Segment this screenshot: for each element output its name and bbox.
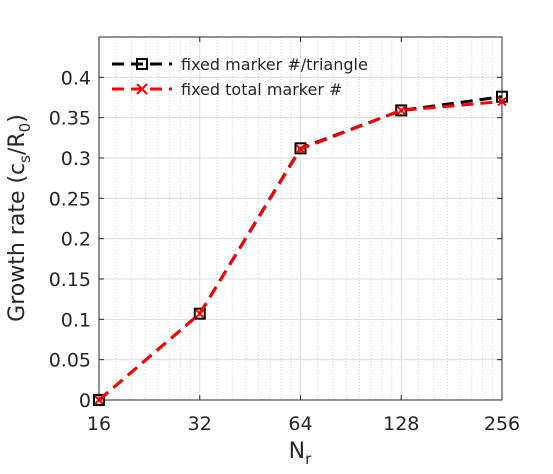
x-tick-label: 16	[87, 413, 111, 435]
y-tick-label: 0.25	[49, 188, 91, 210]
data-point-x	[497, 96, 507, 107]
y-tick-label: 0.3	[61, 148, 91, 170]
legend: fixed marker #/triangle fixed total mark…	[112, 55, 368, 99]
x-tick-label: 256	[484, 413, 520, 435]
y-tick-label: 0.1	[61, 309, 91, 331]
series-layer	[93, 90, 508, 406]
x-tick-label: 128	[383, 413, 419, 435]
legend-label-marker-per-triangle: fixed marker #/triangle	[181, 55, 368, 74]
data-point-square	[93, 394, 105, 406]
data-point-x	[396, 105, 406, 116]
legend-label-total-marker: fixed total marker #	[181, 80, 342, 99]
y-tick-label: 0.2	[61, 229, 91, 251]
y-tick-label: 0.15	[49, 269, 91, 291]
y-tick-label: 0	[79, 390, 91, 412]
legend-square-marker	[136, 58, 148, 70]
data-point-square	[193, 307, 206, 320]
data-point-x	[295, 144, 306, 154]
y-tick-label: 0.35	[49, 108, 91, 130]
legend-entry-marker-per-triangle: fixed marker #/triangle	[112, 55, 368, 74]
x-tick-label: 32	[188, 413, 212, 435]
series-1	[94, 96, 507, 405]
legend-x-marker	[136, 83, 148, 95]
data-point-x	[195, 308, 205, 319]
y-axis-title: Growth rate (cs/R0)	[5, 114, 34, 322]
x-axis-title: Nr	[289, 439, 312, 468]
y-tick-label: 0.05	[49, 350, 91, 372]
data-point-x	[94, 395, 104, 405]
grid-lines	[99, 37, 502, 400]
axis-ticks: 0 0.05 0.1 0.15 0.2 0.25 0.3 0.35 0.4 16 32 64 128 25…	[49, 37, 520, 435]
legend-entry-total-marker: fixed total marker #	[112, 80, 342, 99]
y-tick-label: 0.4	[61, 67, 91, 89]
x-tick-label: 64	[288, 413, 312, 435]
